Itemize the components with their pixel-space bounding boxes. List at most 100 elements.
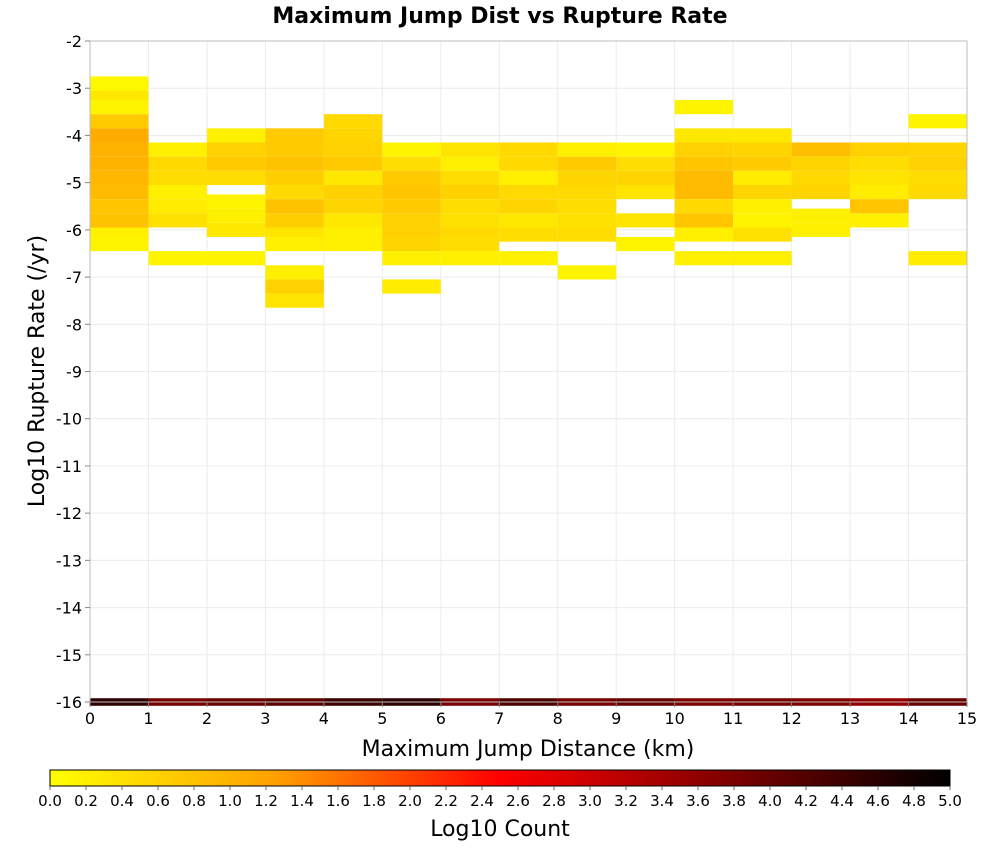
y-axis-label: Log10 Rupture Rate (/yr) bbox=[25, 235, 50, 507]
heatmap-cell bbox=[206, 222, 266, 237]
heatmap-cell bbox=[148, 156, 207, 171]
heatmap-cell bbox=[148, 170, 207, 186]
y-tick-label: -11 bbox=[56, 457, 82, 476]
heatmap-cell bbox=[791, 222, 851, 237]
heatmap-cell bbox=[265, 142, 324, 157]
heatmap-cell bbox=[206, 208, 266, 223]
x-axis-label: Maximum Jump Distance (km) bbox=[362, 737, 695, 762]
heatmap-cell bbox=[850, 142, 909, 157]
y-tick-label: -3 bbox=[66, 79, 82, 98]
heatmap-cell bbox=[908, 114, 967, 129]
heatmap-cell bbox=[557, 265, 617, 280]
heatmap-cell bbox=[265, 156, 324, 171]
heatmap-cell bbox=[440, 199, 500, 214]
colorbar-tick-label: 2.2 bbox=[434, 792, 458, 810]
x-tick-label: 12 bbox=[781, 709, 801, 728]
heatmap-cell bbox=[440, 185, 500, 200]
heatmap-cell bbox=[499, 170, 558, 186]
heatmap-cell bbox=[440, 156, 500, 171]
x-tick-label: 7 bbox=[494, 709, 504, 728]
x-tick-label: 14 bbox=[898, 709, 918, 728]
heatmap-cell bbox=[557, 199, 617, 214]
colorbar-tick-label: 3.2 bbox=[614, 792, 638, 810]
heatmap-cell bbox=[791, 208, 851, 223]
colorbar-tick-label: 2.4 bbox=[470, 792, 494, 810]
x-tick-label: 9 bbox=[611, 709, 621, 728]
heatmap-cells bbox=[90, 76, 967, 706]
heatmap-cell bbox=[908, 142, 967, 157]
x-tick-label: 2 bbox=[202, 709, 212, 728]
colorbar-tick-label: 3.4 bbox=[650, 792, 674, 810]
heatmap-cell bbox=[616, 213, 675, 228]
heatmap-cell bbox=[733, 170, 792, 186]
x-tick-label: 13 bbox=[840, 709, 860, 728]
heatmap-cell bbox=[323, 199, 383, 214]
heatmap-cell bbox=[323, 156, 383, 171]
heatmap-cell bbox=[850, 185, 909, 200]
heatmap-cell bbox=[206, 128, 266, 143]
heatmap-cell bbox=[90, 199, 149, 214]
heatmap-cell bbox=[733, 227, 792, 242]
heatmap-cell bbox=[733, 128, 792, 143]
heatmap-cell bbox=[674, 199, 734, 214]
heatmap-cell bbox=[148, 199, 207, 214]
heatmap-cell bbox=[265, 265, 324, 280]
heatmap-cell bbox=[265, 128, 324, 143]
heatmap-cell bbox=[440, 236, 500, 252]
heatmap-cell bbox=[733, 199, 792, 214]
colorbar-tick-label: 5.0 bbox=[938, 792, 962, 810]
heatmap-cell bbox=[557, 227, 617, 242]
heatmap-cell bbox=[557, 185, 617, 200]
chart-title: Maximum Jump Dist vs Rupture Rate bbox=[272, 4, 727, 29]
heatmap-cell bbox=[733, 251, 792, 266]
colorbar-tick-label: 1.2 bbox=[254, 792, 278, 810]
heatmap-cell bbox=[382, 142, 441, 157]
x-tick-label: 5 bbox=[377, 709, 387, 728]
heatmap-cell bbox=[499, 199, 558, 214]
heatmap-cell bbox=[90, 156, 149, 171]
y-tick-label: -2 bbox=[66, 32, 82, 51]
heatmap-cell bbox=[499, 156, 558, 171]
heatmap-cell bbox=[908, 156, 967, 171]
heatmap-cell bbox=[323, 170, 383, 186]
heatmap-cell bbox=[499, 213, 558, 228]
colorbar-label: Log10 Count bbox=[430, 817, 570, 842]
y-tick-label: -16 bbox=[56, 693, 82, 712]
heatmap-cell bbox=[674, 213, 734, 228]
x-tick-label: 10 bbox=[664, 709, 684, 728]
heatmap-cell bbox=[90, 142, 149, 157]
heatmap-cell bbox=[265, 170, 324, 186]
x-axis-ticks: 0 1 2 3 4 5 6 7 8 9 10 11 12 13 14 15 bbox=[85, 702, 977, 728]
heatmap-cell bbox=[265, 236, 324, 252]
heatmap-cell bbox=[499, 227, 558, 242]
heatmap-cell bbox=[265, 185, 324, 200]
heatmap-cell bbox=[733, 142, 792, 157]
colorbar-tick-label: 0.2 bbox=[74, 792, 98, 810]
heatmap-cell bbox=[616, 156, 675, 171]
colorbar-tick-label: 4.8 bbox=[902, 792, 926, 810]
x-tick-label: 11 bbox=[723, 709, 743, 728]
colorbar-tick-label: 2.8 bbox=[542, 792, 566, 810]
colorbar-tick-label: 0.6 bbox=[146, 792, 170, 810]
y-tick-label: -14 bbox=[56, 599, 82, 618]
heatmap-cell bbox=[90, 170, 149, 186]
heatmap-cell bbox=[499, 185, 558, 200]
heatmap-cell bbox=[791, 170, 851, 186]
heatmap-cell bbox=[733, 185, 792, 200]
heatmap-cell bbox=[148, 142, 207, 157]
heatmap-cell bbox=[674, 100, 734, 115]
colorbar-tick-label: 0.8 bbox=[182, 792, 206, 810]
heatmap-cell bbox=[382, 156, 441, 171]
colorbar-tick-label: 1.6 bbox=[326, 792, 350, 810]
x-tick-label: 4 bbox=[319, 709, 329, 728]
colorbar-tick-label: 1.8 bbox=[362, 792, 386, 810]
heatmap-cell bbox=[323, 114, 383, 129]
heatmap-cell bbox=[440, 142, 500, 157]
heatmap-cell bbox=[382, 185, 441, 200]
colorbar-tick-label: 1.0 bbox=[218, 792, 242, 810]
heatmap-cell bbox=[674, 227, 734, 242]
heatmap-cell bbox=[850, 170, 909, 186]
heatmap-cell bbox=[90, 213, 149, 228]
colorbar-ticks: 0.0 0.2 0.4 0.6 0.8 1.0 1.2 1.4 1.6 1.8 2.0 2.2 2.4 2… bbox=[38, 786, 962, 810]
heatmap-cell bbox=[733, 213, 792, 228]
